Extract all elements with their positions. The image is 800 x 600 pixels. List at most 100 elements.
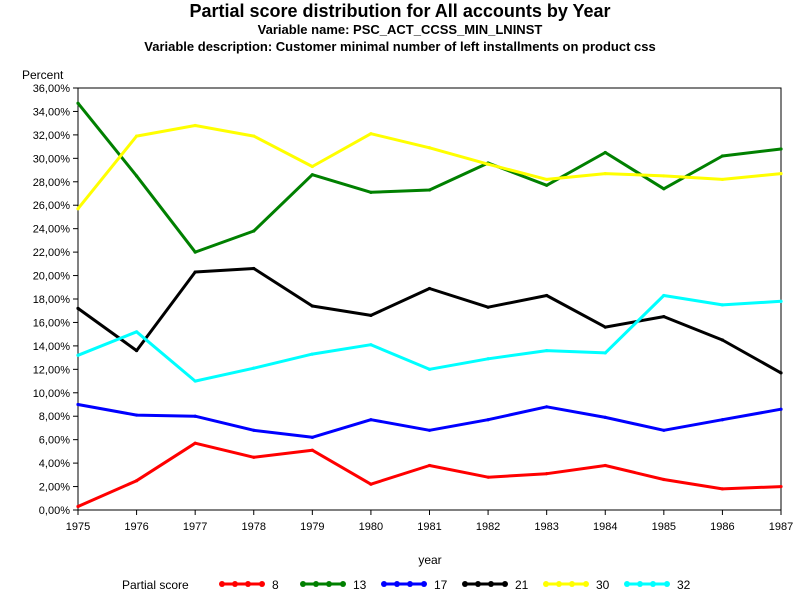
legend-label-21: 21 <box>515 578 529 592</box>
data-point-21 <box>134 348 139 353</box>
legend-marker-30 <box>543 581 549 587</box>
data-point-30 <box>720 177 725 182</box>
data-point-32 <box>662 293 666 298</box>
data-point-21 <box>76 306 80 310</box>
legend-marker-32 <box>637 581 643 587</box>
data-point-8 <box>76 504 80 509</box>
x-tick-label: 1985 <box>652 521 676 533</box>
data-point-32 <box>486 357 490 361</box>
data-point-13 <box>779 147 783 151</box>
data-point-17 <box>603 415 607 419</box>
x-tick-label: 1980 <box>359 521 383 533</box>
data-point-30 <box>252 134 256 138</box>
y-tick-label: 20,00% <box>33 271 71 283</box>
data-point-21 <box>310 304 314 308</box>
data-point-30 <box>545 177 549 182</box>
data-point-21 <box>603 325 607 329</box>
data-point-21 <box>427 286 432 291</box>
data-point-8 <box>252 455 256 459</box>
legend-label-32: 32 <box>677 578 691 592</box>
legend-marker-8 <box>245 581 251 587</box>
y-tick-label: 2,00% <box>39 482 70 494</box>
data-point-32 <box>134 330 139 334</box>
data-point-17 <box>427 428 432 432</box>
data-point-17 <box>779 407 783 411</box>
data-point-13 <box>193 250 197 254</box>
data-point-8 <box>310 448 314 452</box>
data-point-21 <box>252 266 256 271</box>
legend-label-17: 17 <box>434 578 448 592</box>
x-tick-label: 1976 <box>124 521 148 533</box>
data-point-32 <box>779 299 783 303</box>
axes: 0,00% 2,00% 4,00% 6,00% 8,00% 10,00% 12,00% 14,… <box>33 83 794 533</box>
legend-marker-30 <box>583 581 589 587</box>
data-point-17 <box>134 413 139 417</box>
data-point-30 <box>486 162 490 166</box>
data-point-17 <box>486 418 490 422</box>
legend-marker-32 <box>650 581 656 587</box>
data-point-8 <box>603 463 607 468</box>
data-point-32 <box>545 348 549 353</box>
y-tick-label: 22,00% <box>33 247 71 259</box>
data-point-8 <box>134 479 139 483</box>
variable-name-subtitle: Variable name: PSC_ACT_CCSS_MIN_LNINST <box>257 22 543 37</box>
series-line-21 <box>77 267 782 375</box>
x-tick-label: 1981 <box>417 521 441 533</box>
y-tick-label: 36,00% <box>33 83 71 95</box>
x-tick-label: 1986 <box>710 521 734 533</box>
x-axis-label: year <box>418 553 441 567</box>
data-point-17 <box>76 402 80 407</box>
legend-marker-21 <box>488 581 494 587</box>
data-point-21 <box>779 371 783 375</box>
legend-marker-13 <box>313 581 319 587</box>
data-point-17 <box>252 428 256 432</box>
legend-label-13: 13 <box>353 578 367 592</box>
y-tick-label: 24,00% <box>33 224 71 236</box>
data-point-13 <box>134 174 139 178</box>
legend-marker-17 <box>394 581 400 587</box>
x-tick-label: 1982 <box>476 521 500 533</box>
data-point-8 <box>369 482 373 486</box>
legend-marker-17 <box>381 581 387 587</box>
data-point-32 <box>76 353 80 357</box>
data-point-21 <box>486 305 490 309</box>
y-tick-label: 10,00% <box>33 388 71 400</box>
data-point-8 <box>720 487 725 491</box>
data-point-8 <box>193 441 197 445</box>
x-tick-label: 1978 <box>242 521 266 533</box>
data-point-13 <box>545 183 549 187</box>
data-point-21 <box>662 314 666 319</box>
y-tick-label: 6,00% <box>39 435 70 447</box>
data-point-32 <box>193 379 197 383</box>
legend-label-30: 30 <box>596 578 610 592</box>
y-tick-label: 34,00% <box>33 106 71 118</box>
data-point-30 <box>662 174 666 178</box>
legend-marker-32 <box>664 581 670 587</box>
data-point-13 <box>427 188 432 192</box>
legend-marker-21 <box>462 581 468 587</box>
variable-description-subtitle: Variable description: Customer minimal n… <box>144 39 656 54</box>
data-point-30 <box>603 171 607 176</box>
x-tick-label: 1987 <box>769 521 793 533</box>
data-point-30 <box>779 171 783 176</box>
series-line-8 <box>77 441 782 508</box>
y-axis-label: Percent <box>22 68 64 82</box>
legend-marker-8 <box>219 581 225 587</box>
x-tick-label: 1984 <box>593 521 617 533</box>
data-point-32 <box>603 351 607 355</box>
legend-marker-8 <box>232 581 238 587</box>
data-point-17 <box>193 414 197 418</box>
data-point-21 <box>545 293 549 298</box>
data-point-8 <box>662 477 666 482</box>
y-tick-label: 26,00% <box>33 200 71 212</box>
legend-title: Partial score <box>122 578 189 592</box>
y-tick-label: 14,00% <box>33 341 71 353</box>
data-point-8 <box>427 463 432 468</box>
x-tick-label: 1979 <box>300 521 324 533</box>
plot-frame <box>77 87 782 511</box>
y-tick-label: 16,00% <box>33 317 71 329</box>
data-point-21 <box>193 270 197 274</box>
data-point-30 <box>427 146 432 150</box>
series-line-30 <box>76 124 782 210</box>
